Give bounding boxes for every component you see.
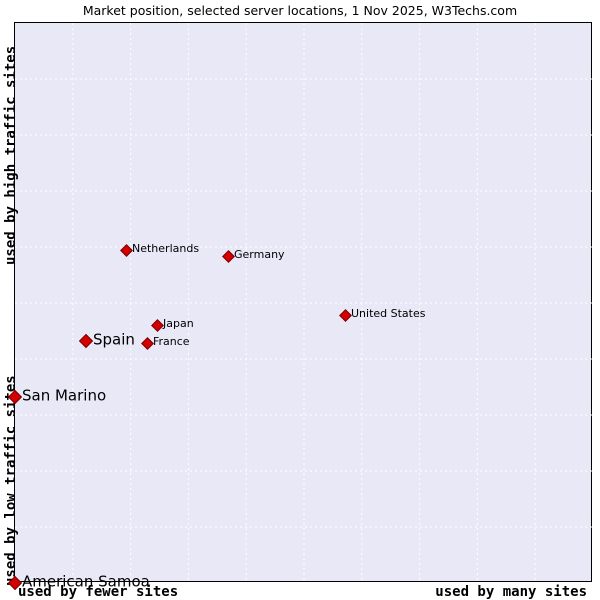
diamond-marker-icon [119,243,133,257]
diamond-marker-icon [7,389,23,405]
page-title: Market position, selected server locatio… [82,3,518,18]
diamond-marker-icon [140,336,154,350]
plot-area [14,22,593,583]
diamond-marker-icon [78,333,94,349]
point-label: United States [351,307,426,321]
diamond-marker-icon [221,249,235,263]
point-label: American Samoa [22,572,150,591]
diamond-marker-icon [7,575,23,591]
diamond-marker-icon [338,308,352,322]
x-axis-label-many-sites: used by many sites [435,584,587,600]
x-axis-label-fewer-sites: used by fewer sites [18,584,179,600]
point-label: Netherlands [132,242,200,256]
grid-lines [15,23,593,583]
point-label: Japan [163,317,194,331]
point-label: Germany [234,248,285,262]
point-label: France [153,335,190,349]
point-label: Spain [93,330,135,349]
diamond-marker-icon [150,318,164,332]
point-label: San Marino [22,386,107,405]
